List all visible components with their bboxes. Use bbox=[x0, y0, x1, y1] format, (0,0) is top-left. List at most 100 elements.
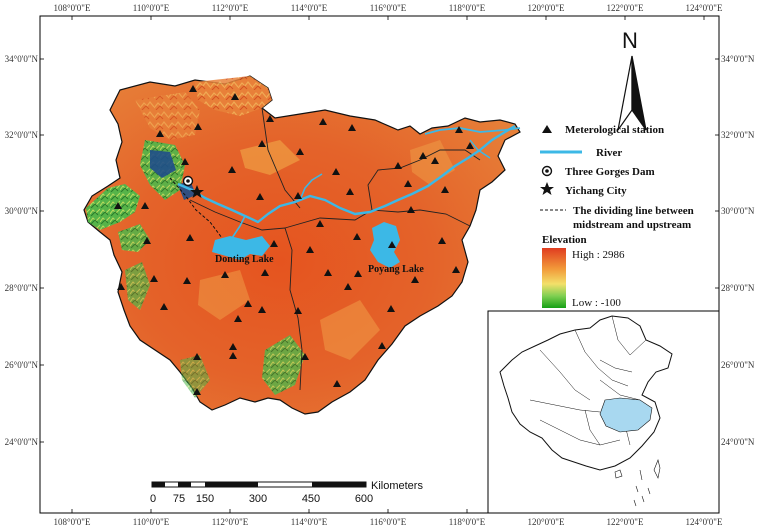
station-marker bbox=[333, 380, 341, 387]
station-marker bbox=[404, 180, 412, 187]
station-marker bbox=[441, 186, 449, 193]
station-marker bbox=[332, 168, 340, 175]
subbasin-boundaries bbox=[189, 107, 481, 391]
scale-bar-label: 0 bbox=[150, 493, 156, 505]
station-marker bbox=[229, 352, 237, 359]
scale-bar-label: 75 bbox=[173, 493, 185, 505]
top-tick-label: 108°0'0"E bbox=[54, 3, 91, 13]
left-tick-label: 30°0'0"N bbox=[5, 206, 39, 216]
station-marker bbox=[296, 148, 304, 155]
north-arrow: N bbox=[617, 28, 647, 131]
station-marker bbox=[150, 275, 158, 282]
station-marker bbox=[228, 166, 236, 173]
bottom-tick-label: 118°0'0"E bbox=[449, 517, 486, 527]
station-marker bbox=[143, 237, 151, 244]
station-marker bbox=[181, 158, 189, 165]
inset-islands bbox=[614, 459, 661, 507]
station-marker bbox=[407, 206, 415, 213]
station-marker bbox=[294, 307, 302, 314]
station-marker bbox=[256, 193, 264, 200]
legend-city-label: Yichang City bbox=[565, 185, 627, 197]
bottom-tick-label: 122°0'0"E bbox=[607, 517, 644, 527]
bottom-tick-label: 108°0'0"E bbox=[54, 517, 91, 527]
station-marker bbox=[183, 277, 191, 284]
station-marker bbox=[354, 270, 362, 277]
station-marker bbox=[258, 140, 266, 147]
inset-basin-highlight bbox=[599, 397, 653, 433]
right-tick-label: 26°0'0"N bbox=[721, 360, 755, 370]
top-tick-label: 116°0'0"E bbox=[370, 3, 407, 13]
legend-elevation-high: High : 2986 bbox=[572, 249, 625, 261]
legend-dam-icon bbox=[541, 165, 553, 177]
station-marker bbox=[452, 266, 460, 273]
left-tick-label: 26°0'0"N bbox=[5, 360, 39, 370]
scale-bar: Kilometers 0 75 150 300 450 600 bbox=[150, 480, 424, 505]
scale-bar-label: 450 bbox=[302, 493, 320, 505]
dongting-lake-label: Donting Lake bbox=[215, 254, 274, 265]
bottom-tick-label: 120°0'0"E bbox=[528, 517, 565, 527]
station-marker bbox=[156, 130, 164, 137]
station-marker bbox=[244, 300, 252, 307]
station-marker bbox=[234, 315, 242, 322]
top-tick-label: 112°0'0"E bbox=[212, 3, 249, 13]
station-marker bbox=[160, 303, 168, 310]
station-marker bbox=[221, 271, 229, 278]
bottom-tick-label: 116°0'0"E bbox=[370, 517, 407, 527]
station-markers bbox=[114, 85, 474, 395]
bottom-tick-label: 114°0'0"E bbox=[291, 517, 328, 527]
station-marker bbox=[344, 283, 352, 290]
elevation-color-ramp bbox=[542, 248, 566, 308]
left-tick-label: 32°0'0"N bbox=[5, 130, 39, 140]
station-marker bbox=[431, 157, 439, 164]
top-tick-label: 110°0'0"E bbox=[133, 3, 170, 13]
top-tick-label: 118°0'0"E bbox=[449, 3, 486, 13]
north-label: N bbox=[622, 28, 638, 53]
legend-dam-label: Three Gorges Dam bbox=[565, 166, 655, 178]
station-marker bbox=[258, 306, 266, 313]
station-marker bbox=[346, 188, 354, 195]
legend-city-icon bbox=[540, 182, 554, 195]
legend-divide-label-line1: The dividing line between bbox=[573, 205, 694, 217]
station-marker bbox=[378, 342, 386, 349]
top-tick-label: 124°0'0"E bbox=[686, 3, 723, 13]
top-tick-label: 122°0'0"E bbox=[607, 3, 644, 13]
right-tick-label: 32°0'0"N bbox=[721, 130, 755, 140]
station-marker bbox=[466, 142, 474, 149]
legend-station-label: Meterological station bbox=[565, 124, 664, 136]
basin-map: Donting Lake Poyang Lake bbox=[83, 75, 521, 415]
legend-divide-label-line2: midstream and upstream bbox=[573, 219, 691, 231]
tick-marks bbox=[40, 16, 719, 513]
station-marker bbox=[316, 220, 324, 227]
station-marker bbox=[270, 240, 278, 247]
station-marker bbox=[193, 388, 201, 395]
bottom-tick-label: 112°0'0"E bbox=[212, 517, 249, 527]
dongting-lake bbox=[212, 236, 270, 260]
right-tick-label: 28°0'0"N bbox=[721, 283, 755, 293]
left-tick-label: 24°0'0"N bbox=[5, 437, 39, 447]
station-marker bbox=[294, 192, 302, 199]
legend: Meterological station River Three Gorges… bbox=[540, 124, 694, 309]
dividing-line bbox=[169, 177, 223, 239]
river-network bbox=[177, 124, 521, 239]
legend-elevation-title: Elevation bbox=[542, 234, 587, 246]
station-marker bbox=[189, 85, 197, 92]
station-marker bbox=[261, 269, 269, 276]
station-marker bbox=[438, 237, 446, 244]
station-marker bbox=[194, 123, 202, 130]
right-tick-label: 30°0'0"N bbox=[721, 206, 755, 216]
yichang-city-marker bbox=[190, 185, 204, 198]
station-marker bbox=[387, 305, 395, 312]
top-tick-label: 114°0'0"E bbox=[291, 3, 328, 13]
station-marker bbox=[117, 283, 125, 290]
station-marker bbox=[348, 124, 356, 131]
station-marker bbox=[114, 202, 122, 209]
inset-map bbox=[487, 310, 720, 514]
station-marker bbox=[141, 202, 149, 209]
left-tick-label: 34°0'0"N bbox=[5, 54, 39, 64]
scale-bar-unit: Kilometers bbox=[371, 480, 423, 492]
station-marker bbox=[319, 118, 327, 125]
scale-bar-label: 600 bbox=[355, 493, 373, 505]
legend-elevation-low: Low : -100 bbox=[572, 297, 621, 309]
